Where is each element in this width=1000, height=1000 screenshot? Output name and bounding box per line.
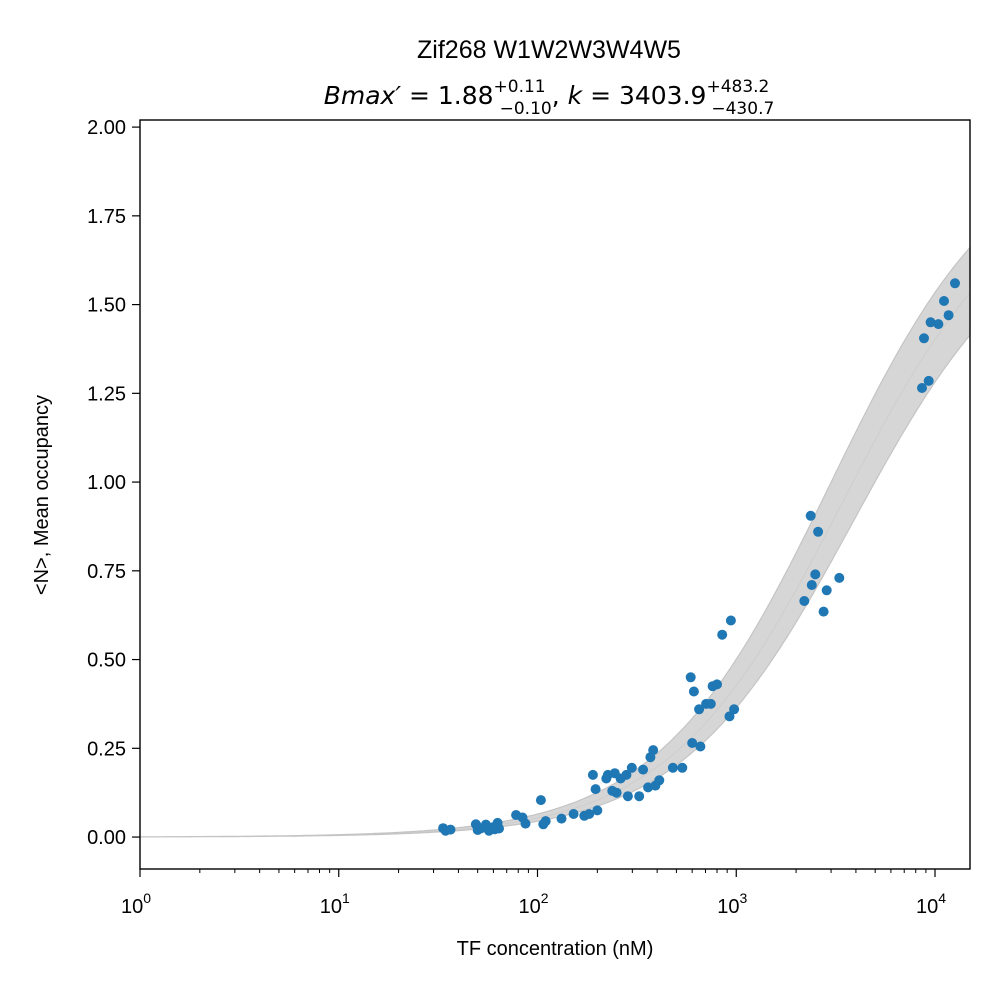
data-point	[919, 333, 929, 344]
data-point	[813, 526, 824, 537]
data-point	[638, 764, 649, 775]
data-point	[494, 823, 504, 834]
data-points	[438, 278, 960, 836]
y-tick-label: 1.75	[87, 206, 126, 228]
equals-sign-k: =	[582, 81, 619, 110]
data-point	[810, 569, 821, 580]
data-point	[648, 745, 659, 756]
data-point	[695, 741, 706, 752]
data-point	[805, 510, 816, 521]
data-point	[923, 375, 934, 386]
y-axis-label: <N>, Mean occupancy	[31, 395, 53, 595]
data-point	[933, 319, 944, 330]
data-point	[445, 824, 456, 835]
chart-title: Zif268 W1W2W3W4W5	[417, 36, 681, 64]
data-point	[540, 816, 551, 827]
bmax-plus: +0.11	[494, 77, 546, 97]
data-point	[725, 615, 736, 626]
data-point	[943, 310, 954, 321]
y-tick-label: 0.75	[87, 561, 126, 583]
y-tick-label: 1.50	[87, 295, 126, 317]
data-point	[556, 813, 567, 824]
data-point	[799, 596, 810, 606]
data-point	[568, 809, 579, 819]
data-point	[729, 704, 740, 715]
data-point	[717, 629, 728, 640]
data-point	[950, 278, 960, 289]
comma-separator: ,	[552, 81, 568, 110]
data-point	[821, 585, 832, 596]
k-plus: +483.2	[706, 77, 769, 97]
chart-subtitle: Bmax′ = 1.88+0.11 −0.10, k = 3403.9+483.2…	[324, 77, 775, 119]
data-point	[917, 383, 927, 393]
plot-frame	[139, 119, 971, 870]
data-point	[587, 769, 598, 780]
k-minus: −430.7	[711, 99, 774, 119]
k-label: k	[568, 81, 584, 110]
data-point	[712, 679, 722, 690]
x-tick-label: 104	[916, 890, 946, 918]
fit-curve	[139, 292, 971, 838]
data-point	[535, 795, 546, 806]
data-point	[590, 784, 601, 795]
x-tick-label: 102	[518, 890, 548, 918]
data-point	[621, 769, 632, 780]
y-tick-label: 0.25	[87, 738, 126, 760]
data-point	[705, 698, 716, 709]
data-point	[626, 762, 637, 773]
data-point	[634, 791, 645, 802]
data-point	[818, 606, 829, 617]
data-point	[688, 686, 699, 697]
bmax-value: 1.88	[438, 81, 494, 110]
x-tick-label: 101	[320, 890, 350, 918]
data-point	[687, 738, 698, 748]
bmax-minus: −0.10	[500, 99, 552, 119]
y-tick-label: 1.25	[87, 383, 126, 405]
data-point	[685, 672, 696, 683]
data-point	[611, 787, 622, 798]
x-axis: 100 101 102 103 104	[121, 869, 946, 918]
data-point	[694, 704, 705, 715]
data-point	[806, 580, 817, 590]
data-point	[520, 818, 531, 829]
data-point	[677, 762, 688, 773]
data-point	[724, 711, 735, 722]
k-value: 3403.9	[619, 81, 706, 110]
x-tick-label: 100	[121, 890, 151, 918]
y-tick-label: 0.00	[87, 827, 126, 849]
y-axis: 0.00 0.25 0.50 0.75 1.00 1.25 1.50 1.75 2.00	[87, 117, 140, 849]
y-tick-label: 0.50	[87, 650, 126, 672]
data-point	[654, 775, 665, 786]
data-point	[592, 805, 603, 816]
y-tick-label: 1.00	[87, 472, 126, 494]
x-tick-label: 103	[717, 890, 747, 918]
data-point	[667, 762, 678, 773]
data-point	[622, 791, 633, 802]
y-tick-label: 2.00	[87, 117, 126, 139]
x-axis-label: TF concentration (nM)	[457, 938, 654, 960]
data-point	[834, 572, 845, 583]
bmax-label: Bmax′	[324, 81, 402, 110]
data-point	[925, 317, 936, 328]
data-point	[939, 296, 949, 306]
data-point	[584, 809, 595, 819]
equals-sign: =	[401, 81, 438, 110]
